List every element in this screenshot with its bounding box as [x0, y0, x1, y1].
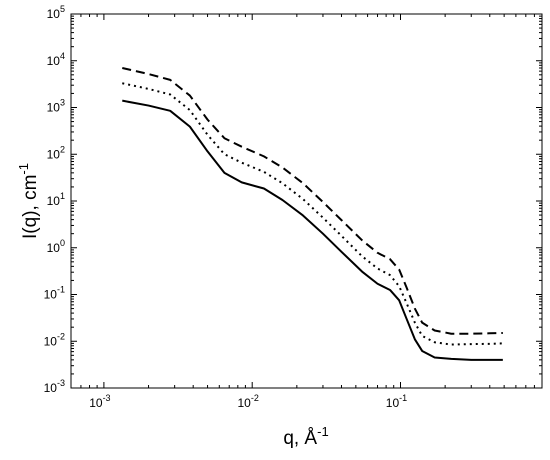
y-tick-label: 100	[47, 238, 65, 255]
y-tick-label: 104	[47, 51, 65, 68]
y-tick-label: 105	[47, 4, 65, 21]
series-layer	[122, 67, 503, 361]
series-line-solid	[122, 99, 503, 361]
series-line-dotted	[122, 82, 503, 346]
x-tick-label: 10-2	[238, 393, 259, 410]
ticks-layer: 10-3 10-2 10-1 10-3 10-2 10-1 100 101 102 103 104 1…	[44, 4, 543, 410]
series-line-dashed	[122, 67, 503, 335]
x-tick-label: 10-1	[386, 393, 407, 410]
y-tick-label: 10-1	[44, 285, 65, 302]
y-tick-label: 10-3	[44, 378, 65, 395]
y-axis-label: I(q), cm-1	[16, 163, 41, 239]
y-tick-label: 102	[47, 144, 65, 161]
x-tick-label: 10-3	[89, 393, 110, 410]
y-tick-label: 10-2	[44, 331, 65, 348]
y-tick-label: 101	[47, 191, 65, 208]
plot-frame	[70, 13, 543, 389]
x-axis-label: q, Å-1	[283, 424, 328, 449]
y-tick-label: 103	[47, 98, 65, 115]
